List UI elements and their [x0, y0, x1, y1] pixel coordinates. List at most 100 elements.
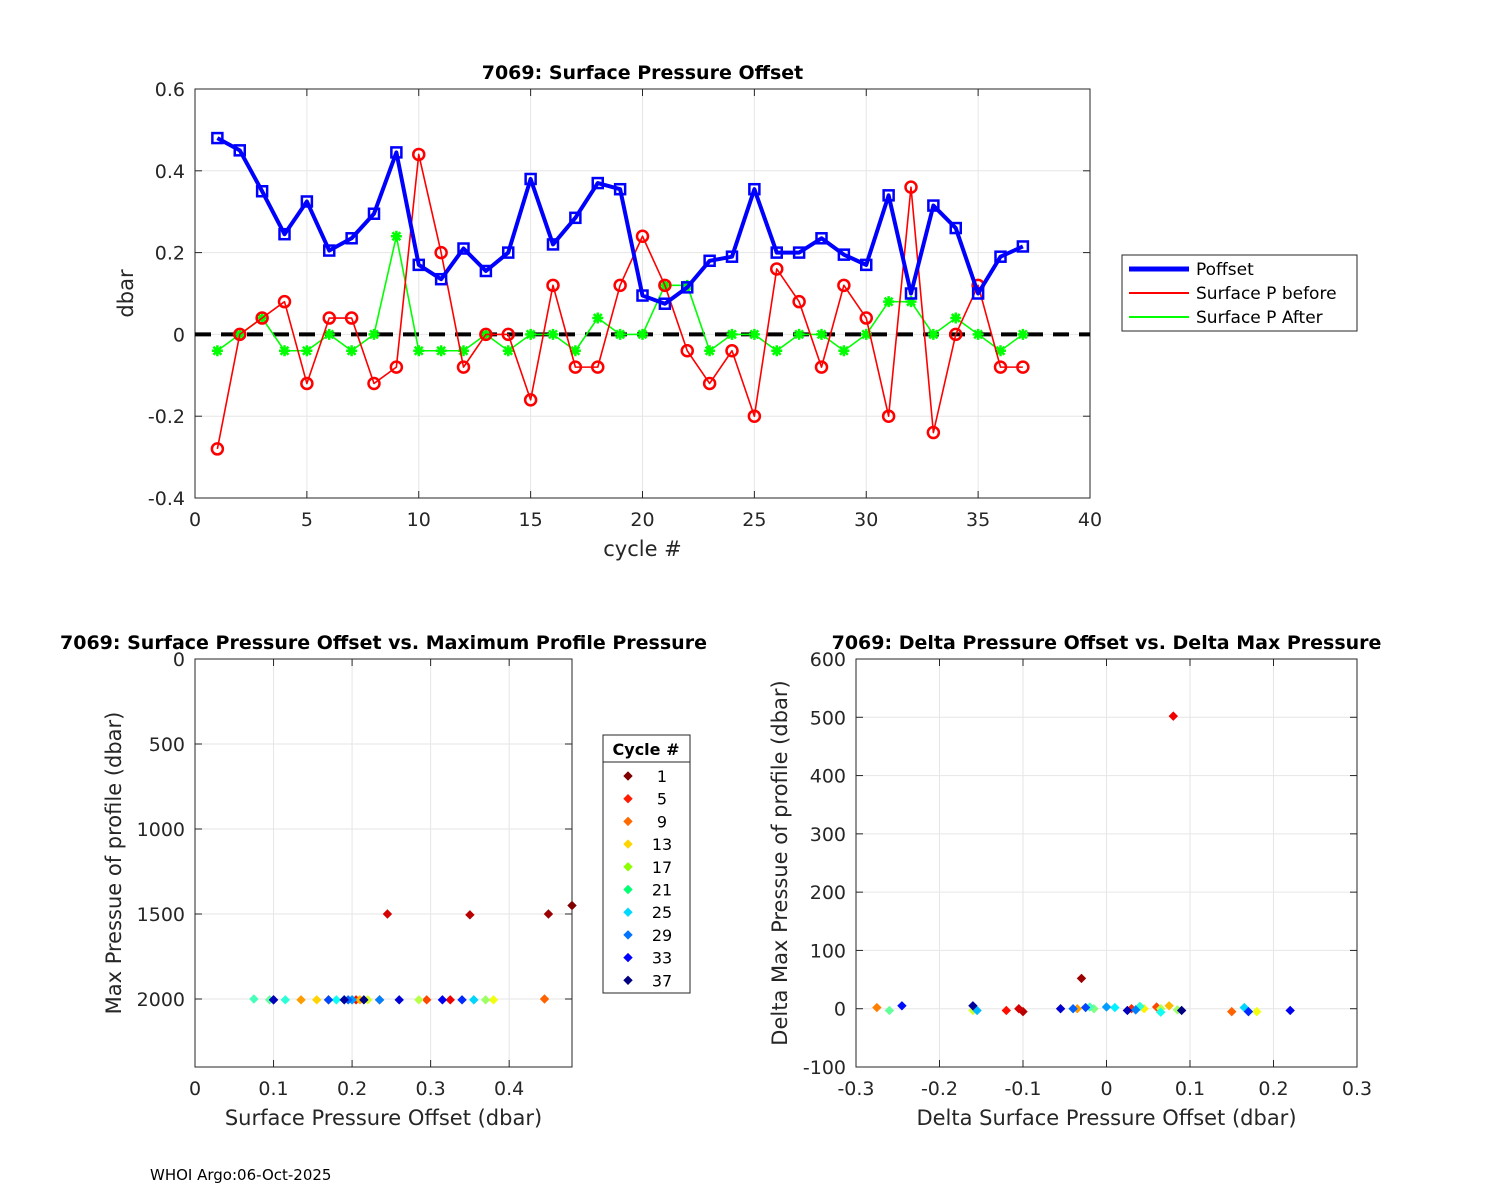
data-point-square [703, 254, 716, 268]
series-poffset [211, 131, 1030, 310]
data-point-circle [926, 425, 941, 440]
data-point-square [345, 232, 358, 245]
data-point-diamond [480, 995, 491, 1005]
data-point-square [837, 248, 851, 261]
data-point-diamond [1227, 1006, 1237, 1017]
data-point-diamond [331, 995, 342, 1005]
data-point-circle [591, 360, 605, 374]
data-point-square [211, 131, 224, 145]
data-point-square [725, 250, 739, 263]
data-point-diamond [1080, 1002, 1091, 1013]
y-tick-label: 0.6 [155, 79, 185, 101]
x-tick-label: 30 [854, 509, 878, 531]
data-point-asterisk [458, 345, 469, 357]
data-point-square [949, 221, 962, 235]
scatter-points [872, 711, 1295, 1017]
x-axis-label: Surface Pressure Offset (dbar) [225, 1106, 542, 1130]
data-point-diamond [1168, 711, 1179, 721]
data-point-diamond [374, 995, 385, 1005]
data-point-asterisk [323, 328, 335, 340]
data-point-circle [613, 278, 627, 293]
data-point-asterisk [525, 328, 537, 340]
data-point-asterisk [413, 345, 425, 357]
data-point-square [1016, 240, 1030, 253]
data-point-circle [300, 376, 314, 391]
x-tick-label: 40 [1078, 509, 1102, 531]
data-point-diamond [1014, 1004, 1024, 1014]
data-point-diamond [323, 995, 334, 1005]
data-point-asterisk [905, 296, 917, 308]
data-point-asterisk [368, 328, 380, 340]
y-axis-label: Delta Max Pressue of profile (dbar) [768, 680, 792, 1045]
y-axis-label: Max Pressue of profile (dbar) [102, 712, 126, 1015]
y-tick-label: 0 [173, 649, 185, 671]
y-tick-label: 2000 [137, 989, 185, 1011]
x-tick-label: 0 [1100, 1078, 1112, 1100]
data-point-diamond [897, 1001, 907, 1011]
x-tick-label: 0 [189, 1078, 201, 1100]
y-tick-label: 200 [810, 882, 846, 904]
data-point-square [815, 232, 828, 245]
data-point-diamond [543, 909, 554, 919]
data-point-asterisk [301, 345, 313, 357]
data-point-circle [210, 442, 225, 456]
data-point-diamond [437, 995, 448, 1005]
y-tick-label: 1000 [137, 819, 185, 841]
footer-text: WHOI Argo:06-Oct-2025 [150, 1166, 332, 1184]
data-point-asterisk [771, 345, 783, 357]
data-point-diamond [872, 1002, 882, 1013]
x-tick-label: 0.3 [416, 1078, 446, 1100]
y-tick-label: 600 [810, 649, 846, 671]
chart-title: 7069: Delta Pressure Offset vs. Delta Ma… [832, 632, 1382, 654]
data-point-circle [501, 327, 515, 342]
x-tick-label: 15 [519, 509, 543, 531]
legend-label: 25 [652, 903, 672, 922]
data-point-diamond [1122, 1005, 1133, 1016]
data-point-circle [344, 311, 359, 325]
data-point-asterisk [838, 345, 850, 357]
data-point-square [748, 182, 761, 196]
data-point-diamond [359, 995, 369, 1005]
data-point-asterisk [279, 345, 290, 357]
y-tick-label: 0 [173, 324, 185, 346]
x-tick-label: 0.2 [337, 1078, 367, 1100]
chart-3: -0.3 -0.2 -0.1 0 0.1 0.2 0.3 -100 0 100 200 300 400 5… [768, 632, 1381, 1130]
data-point-square [434, 272, 448, 286]
data-point-diamond [465, 910, 475, 920]
y-tick-label: 0.2 [155, 243, 185, 265]
series-surface-p-after [211, 230, 1029, 357]
x-tick-label: 25 [742, 509, 766, 531]
data-point-diamond [623, 839, 633, 849]
series-line [216, 153, 1023, 450]
data-point-diamond [972, 1005, 982, 1016]
legend-box [602, 734, 691, 994]
data-point-circle [568, 360, 583, 374]
data-point-square [770, 246, 783, 259]
x-tick-label: 0.2 [1258, 1078, 1288, 1100]
x-axis-label: Delta Surface Pressure Offset (dbar) [916, 1106, 1296, 1130]
x-tick-label: 5 [301, 509, 313, 531]
x-tick-label: 0.1 [1175, 1078, 1205, 1100]
chart-1: 0 5 10 15 20 25 30 35 40 -0.4 -0.2 0 0.2 0.4 0.6 7069: … [114, 62, 1358, 561]
data-point-diamond [445, 995, 455, 1005]
data-point-square [546, 238, 560, 251]
data-point-asterisk [950, 312, 962, 324]
data-point-diamond [1001, 1005, 1012, 1016]
data-point-square [323, 244, 336, 257]
data-point-circle [1016, 360, 1030, 374]
legend-label: 33 [652, 949, 672, 968]
data-point-asterisk [390, 230, 402, 242]
data-point-square [390, 146, 403, 159]
series-line [216, 136, 1024, 306]
x-tick-label: 0.1 [258, 1078, 288, 1100]
data-point-asterisk [972, 328, 984, 340]
data-point-square [792, 246, 806, 259]
legend-label: 17 [652, 858, 672, 877]
data-point-diamond [623, 907, 633, 917]
legend-label: 37 [652, 971, 672, 990]
data-point-diamond [296, 995, 306, 1005]
chart-title: 7069: Surface Pressure Offset [482, 62, 804, 84]
data-point-circle [434, 245, 448, 260]
data-point-square [613, 182, 627, 196]
